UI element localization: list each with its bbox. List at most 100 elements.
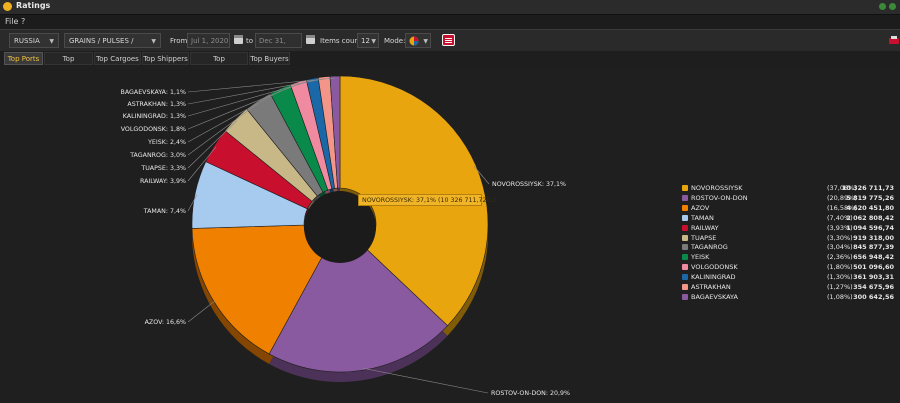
- legend-name: VOLGODONSK: [691, 263, 738, 272]
- legend-value: 501 096,60: [853, 263, 894, 272]
- printer-icon: [889, 38, 899, 44]
- legend-item[interactable]: NOVOROSSIYSK (37,06%) 10 326 711,73: [680, 184, 900, 194]
- legend-swatch: [682, 224, 688, 231]
- legend-name: BAGAEVSKAYA: [691, 292, 738, 301]
- legend-item[interactable]: RAILWAY (3,93%) 1 094 596,74: [680, 224, 900, 234]
- legend-item[interactable]: TAMAN (7,40%) 2 062 808,42: [680, 214, 900, 224]
- legend-item[interactable]: BAGAEVSKAYA (1,08%) 300 642,56: [680, 293, 900, 303]
- legend-name: KALININGRAD: [691, 273, 736, 282]
- legend-percent: (7,40%): [827, 213, 853, 222]
- pie-label-leader: [187, 194, 198, 212]
- legend-value: 10 326 711,73: [841, 184, 894, 192]
- legend-value: 919 318,00: [853, 233, 894, 242]
- chevron-down-icon: ▼: [49, 38, 54, 45]
- pie-label-leader: [187, 102, 260, 156]
- legend-value: 656 948,42: [853, 253, 894, 262]
- pie-label-leader: [187, 80, 313, 117]
- pie-label-leader: [187, 300, 216, 323]
- legend-percent: (3,04%): [827, 243, 853, 252]
- legend-item[interactable]: KALININGRAD (1,30%) 361 903,31: [680, 273, 900, 283]
- legend-item[interactable]: ROSTOV-ON-DON (20,89%) 5 819 775,26: [680, 194, 900, 204]
- pie-slice-label: RAILWAY: 3,9%: [140, 178, 186, 185]
- legend-item[interactable]: AZOV (16,58%) 4 620 451,80: [680, 204, 900, 214]
- legend-percent: (1,08%): [827, 292, 853, 301]
- tab-top-terminals[interactable]: Top Terminals: [44, 52, 93, 76]
- legend-swatch: [682, 194, 688, 201]
- to-date-input[interactable]: Dec 31, 2020: [255, 33, 302, 60]
- tab-top-ports[interactable]: Top Ports: [4, 52, 43, 65]
- pie-label-leader: [187, 83, 299, 130]
- legend-item[interactable]: TAGANROG (3,04%) 845 877,39: [680, 243, 900, 253]
- minimize-button[interactable]: [879, 3, 886, 10]
- legend-value: 361 903,31: [853, 273, 894, 282]
- calendar-icon[interactable]: [306, 35, 315, 44]
- items-count-label: Items count:: [320, 37, 364, 45]
- print-button[interactable]: [889, 36, 899, 46]
- pie-slice-label: YEISK: 2,4%: [147, 139, 186, 146]
- menu-file[interactable]: File: [5, 17, 19, 26]
- legend-swatch: [682, 214, 688, 221]
- legend-swatch: [682, 254, 688, 261]
- legend-name: ROSTOV-ON-DON: [691, 193, 748, 202]
- chevron-down-icon: ▼: [151, 38, 156, 45]
- legend-item[interactable]: YEISK (2,36%) 656 948,42: [680, 253, 900, 263]
- pie-slice-label: KALININGRAD: 1,3%: [123, 113, 186, 120]
- legend-value: 2 062 808,42: [846, 213, 894, 222]
- window-title: Ratings: [16, 1, 51, 10]
- pie-slice[interactable]: [329, 75, 341, 189]
- legend-value: 1 094 596,74: [846, 223, 894, 232]
- legend-name: TAGANROG: [691, 243, 728, 252]
- legend-swatch: [682, 284, 688, 290]
- legend-name: RAILWAY: [691, 223, 719, 232]
- tab-top-destinations[interactable]: Top Destinations: [190, 52, 248, 76]
- pie-slice-label: BAGAEVSKAYA: 1,1%: [121, 89, 187, 96]
- filter-toolbar: RUSSIA ▼ GRAINS / PULSES / OILSEEDS ▼ Fr…: [0, 29, 900, 60]
- mode-select[interactable]: ▼: [405, 33, 431, 48]
- legend-value: 300 642,56: [853, 292, 894, 301]
- legend-percent: (37,06%): [827, 184, 857, 192]
- legend-item[interactable]: ASTRAKHAN (1,27%) 354 675,96: [680, 283, 900, 293]
- export-pdf-button[interactable]: [442, 34, 455, 46]
- legend-name: AZOV: [691, 203, 710, 212]
- app-icon: [3, 2, 12, 11]
- legend-value: 4 620 451,80: [846, 203, 894, 212]
- from-date-input[interactable]: Jul 1, 2020: [187, 33, 230, 48]
- pie-slice-label: TAGANROG: 3,0%: [129, 152, 186, 159]
- legend-swatch: [682, 264, 688, 271]
- legend-item[interactable]: VOLGODONSK (1,80%) 501 096,60: [680, 263, 900, 273]
- from-label: From: [170, 37, 188, 45]
- calendar-icon[interactable]: [234, 35, 243, 44]
- chevron-down-icon: ▼: [371, 38, 376, 45]
- pie-slice-label: TAMAN: 7,4%: [143, 208, 186, 215]
- pie-slice-label: ASTRAKHAN: 1,3%: [127, 101, 186, 108]
- tab-top-shippers[interactable]: Top Shippers: [142, 52, 189, 65]
- legend-swatch: [682, 274, 688, 281]
- legend-percent: (1,80%): [827, 263, 853, 272]
- commodity-select[interactable]: GRAINS / PULSES / OILSEEDS ▼: [64, 33, 161, 60]
- legend-percent: (3,93%): [827, 223, 853, 232]
- legend-percent: (3,30%): [827, 233, 853, 242]
- legend-item[interactable]: TUAPSE (3,30%) 919 318,00: [680, 234, 900, 244]
- close-button[interactable]: [889, 3, 896, 10]
- items-count-select[interactable]: 12 ▼: [357, 33, 379, 48]
- legend-percent: (20,89%): [827, 193, 857, 202]
- tab-top-cargoes[interactable]: Top Cargoes: [94, 52, 141, 65]
- pie-chart[interactable]: NOVOROSSIYSK: 37,1% ROSTOV-ON-DON: 20,9% A…: [0, 66, 900, 403]
- from-date-value: Jul 1, 2020: [191, 37, 229, 45]
- legend-swatch: [682, 293, 688, 300]
- title-bar: Ratings: [0, 0, 900, 15]
- legend-percent: (2,36%): [827, 253, 853, 262]
- to-label: to: [246, 37, 254, 45]
- chevron-down-icon: ▼: [423, 38, 428, 45]
- menu-bar: File ?: [0, 15, 900, 29]
- legend-percent: (1,27%): [827, 283, 853, 291]
- country-select-value: RUSSIA: [14, 37, 40, 45]
- legend-name: TUAPSE: [691, 233, 717, 242]
- menu-help[interactable]: ?: [21, 17, 26, 26]
- slice-tooltip: NOVOROSSIYSK: 37,1% (10 326 711,7282): [358, 194, 497, 206]
- country-select[interactable]: RUSSIA ▼: [9, 33, 59, 48]
- tab-top-buyers[interactable]: Top Buyers: [249, 52, 290, 65]
- pie-slice-label: VOLGODONSK: 1,8%: [121, 126, 186, 133]
- legend-swatch: [682, 234, 688, 241]
- legend-percent: (16,58%): [827, 203, 857, 212]
